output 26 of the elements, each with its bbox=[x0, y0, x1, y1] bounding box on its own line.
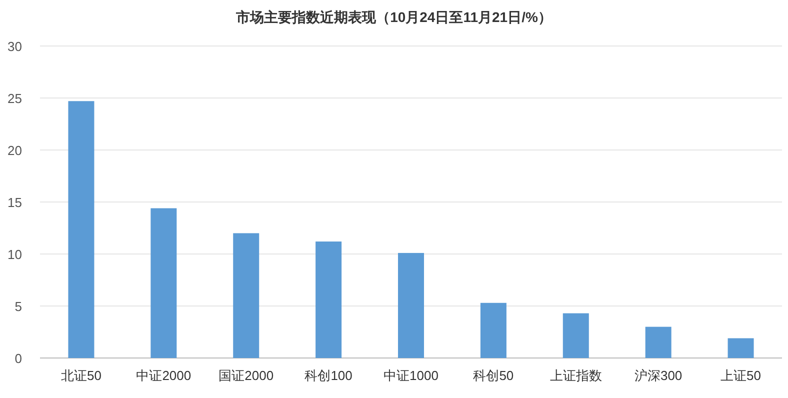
bar bbox=[645, 326, 672, 358]
y-tick-label: 10 bbox=[8, 247, 22, 262]
bar bbox=[316, 242, 342, 358]
x-tick-label: 沪深300 bbox=[634, 368, 682, 383]
x-tick-label: 科创50 bbox=[473, 368, 514, 383]
y-tick-label: 30 bbox=[8, 39, 22, 54]
x-tick-label: 科创100 bbox=[304, 368, 352, 383]
x-tick-label: 北证50 bbox=[60, 368, 102, 383]
bar bbox=[562, 313, 589, 358]
y-tick-label: 5 bbox=[14, 299, 22, 314]
x-tick-label: 国证2000 bbox=[218, 368, 274, 383]
bar bbox=[728, 338, 754, 358]
bar bbox=[233, 233, 260, 358]
y-tick-label: 25 bbox=[8, 91, 22, 106]
chart-title: 市场主要指数近期表现（10月24日至11月21日/%） bbox=[235, 9, 552, 25]
y-tick-label: 20 bbox=[8, 143, 22, 158]
y-tick-label: 0 bbox=[14, 351, 22, 366]
x-tick-label: 上证指数 bbox=[550, 368, 602, 383]
bar bbox=[398, 252, 424, 358]
y-tick-label: 15 bbox=[8, 195, 22, 210]
bar bbox=[68, 101, 94, 358]
bar bbox=[150, 208, 177, 358]
x-tick-label: 上证50 bbox=[720, 368, 762, 383]
bar bbox=[480, 302, 506, 358]
x-tick-label: 中证2000 bbox=[136, 368, 192, 383]
x-tick-label: 中证1000 bbox=[384, 368, 438, 383]
